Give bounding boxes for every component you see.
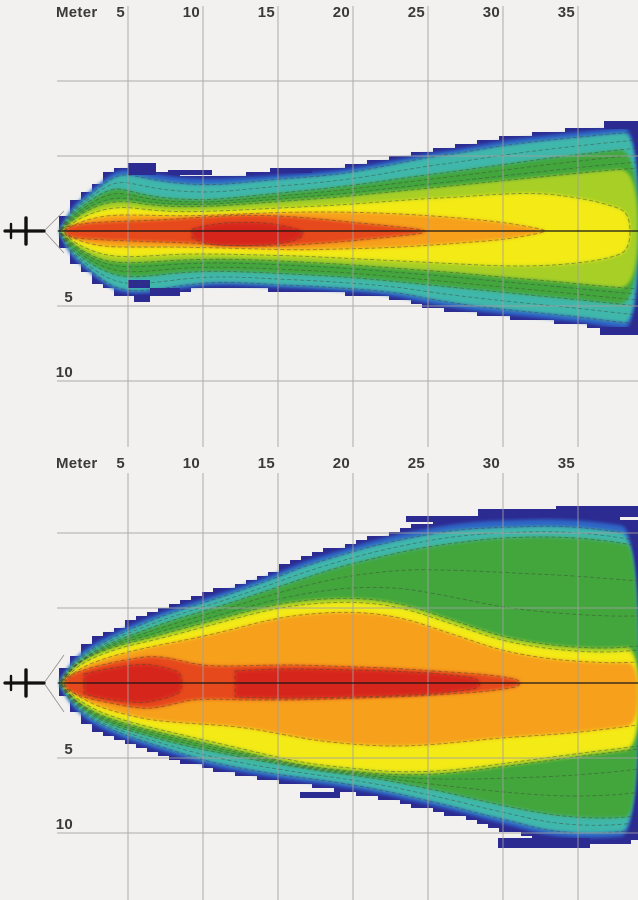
x-tick-label-5: 5 [116, 455, 125, 472]
y-tick-label-5: 5 [64, 289, 73, 306]
panel-bottom-gridlines [57, 473, 638, 900]
panel-top-overlay [3, 210, 638, 254]
top-level-dark-red [192, 222, 303, 246]
x-axis-meter-label: Meter [56, 455, 98, 472]
bottom-plume-fragment [556, 506, 638, 517]
aircraft-icon [3, 216, 46, 246]
panel-bottom-overlay [3, 654, 638, 713]
panel-top-plume [59, 121, 638, 335]
top-plume-fragment [134, 295, 150, 302]
x-tick-label-25: 25 [407, 455, 425, 472]
aircraft-icon [3, 668, 46, 698]
top-plume-fragment [150, 288, 180, 296]
x-tick-label-15: 15 [257, 455, 275, 472]
panel-bottom-plume [59, 506, 638, 848]
top-plume-fragment [604, 121, 638, 129]
x-axis-meter-label: Meter [56, 4, 98, 21]
swath-guide-line [43, 210, 65, 232]
bottom-plume-fragment [406, 516, 458, 522]
swath-guide-line [43, 654, 65, 684]
x-tick-label-10: 10 [182, 4, 200, 21]
top-plume-fragment [168, 170, 212, 175]
x-tick-label-20: 20 [332, 4, 350, 21]
x-tick-label-20: 20 [332, 455, 350, 472]
top-plume-fragment [128, 280, 150, 288]
y-tick-label-5: 5 [64, 741, 73, 758]
x-tick-label-25: 25 [407, 4, 425, 21]
y-tick-label-10: 10 [55, 816, 73, 833]
y-tick-label-10: 10 [55, 364, 73, 381]
x-tick-label-10: 10 [182, 455, 200, 472]
x-tick-label-15: 15 [257, 4, 275, 21]
x-tick-label-30: 30 [482, 455, 500, 472]
bottom-plume-fragment [300, 792, 340, 798]
bottom-plume-fragment [478, 509, 562, 517]
top-plume-fragment [128, 163, 156, 175]
x-tick-label-35: 35 [557, 455, 575, 472]
top-plume-fragment [270, 168, 312, 173]
x-tick-label-5: 5 [116, 4, 125, 21]
swath-guide-line [43, 230, 65, 254]
x-tick-label-30: 30 [482, 4, 500, 21]
top-plume-fragment [600, 327, 638, 335]
swath-guide-line [43, 682, 65, 713]
bottom-plume-fragment [498, 838, 590, 848]
x-tick-label-35: 35 [557, 4, 575, 21]
